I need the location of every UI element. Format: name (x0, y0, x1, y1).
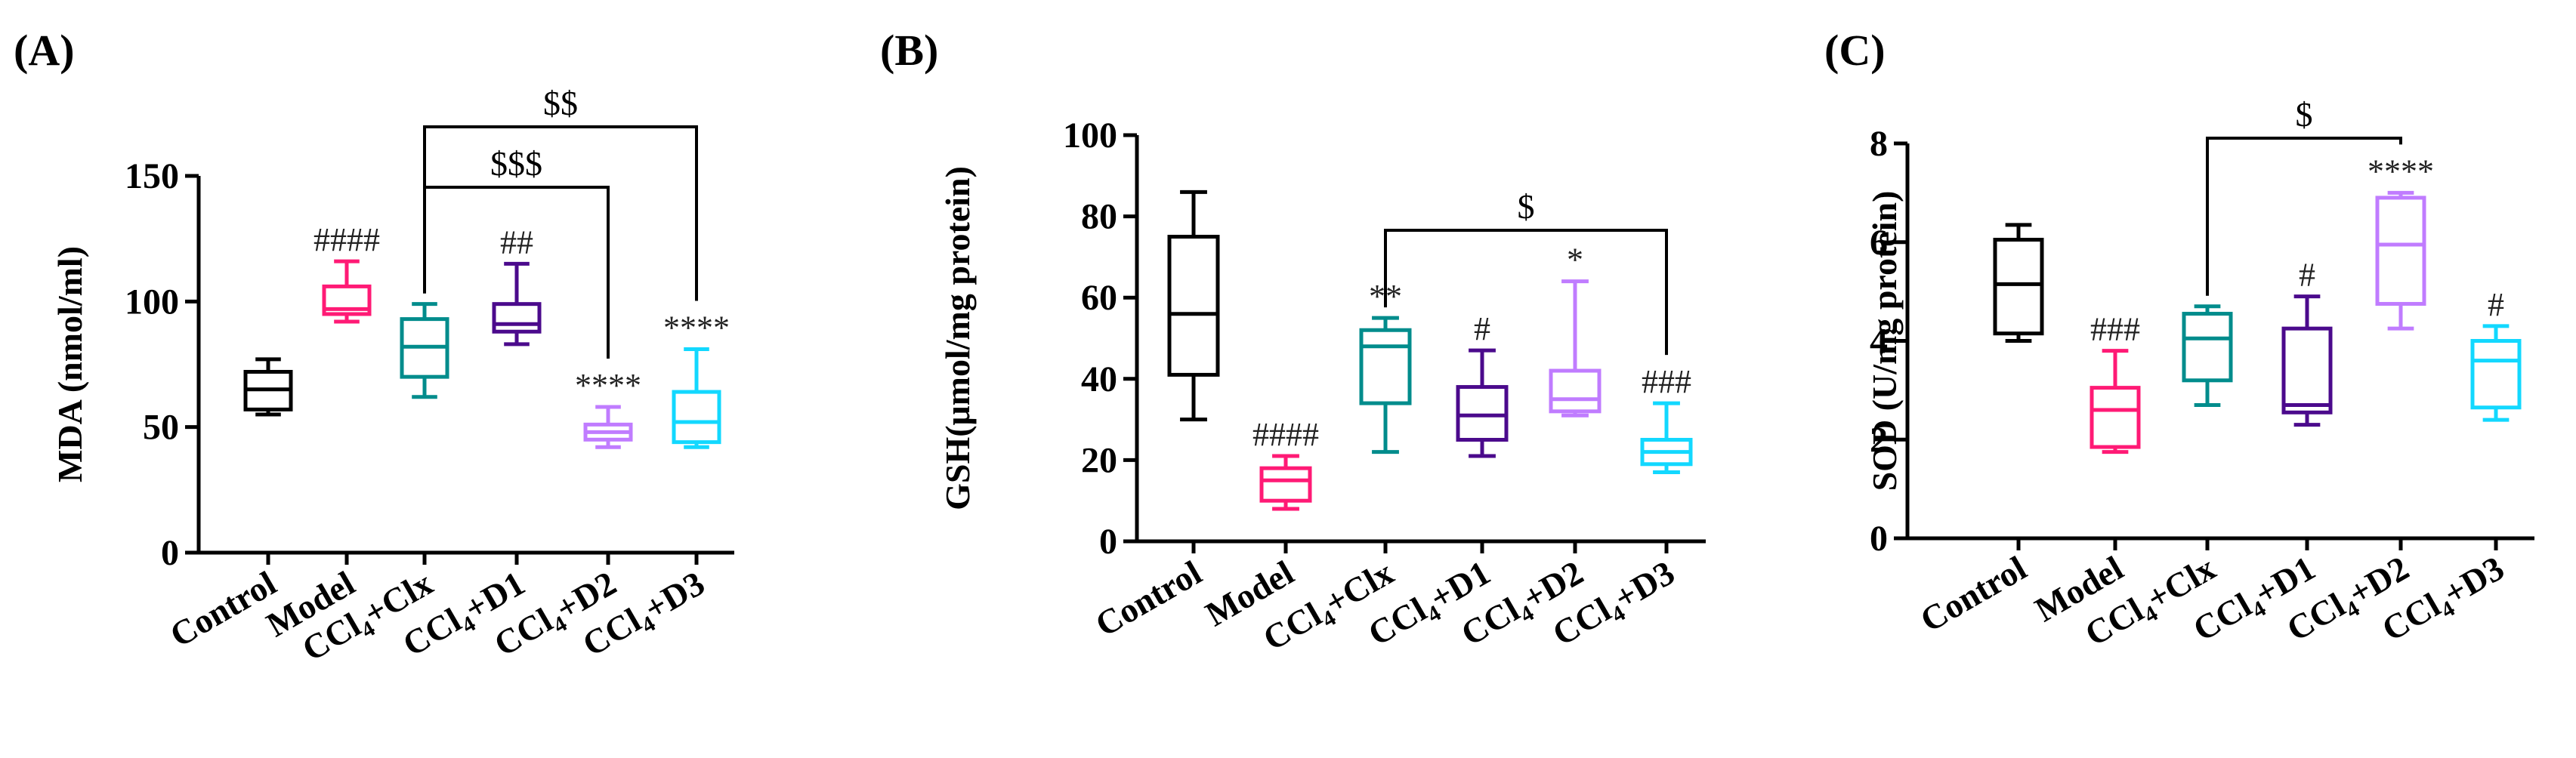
significance-label: **** (575, 367, 641, 404)
box-ccl4-d1: # (2281, 257, 2333, 427)
box-ccl4-d1: ## (492, 223, 542, 347)
box-iqr (1549, 368, 1602, 414)
bracket-line (2206, 137, 2402, 296)
box-iqr (2375, 196, 2426, 306)
box-ccl4-clx (400, 302, 449, 399)
significance-label: **** (663, 310, 730, 347)
box-ccl4-d2: **** (2368, 153, 2434, 331)
y-tick-label: 0 (161, 533, 179, 573)
y-tick-label: 40 (1081, 359, 1117, 399)
bracket-label: $$ (543, 84, 578, 122)
x-tick-label: Control (1089, 553, 1208, 643)
category-main: Control (1913, 548, 2033, 639)
significance-label: **** (2368, 153, 2434, 190)
box-ccl4-d3: ### (1640, 363, 1693, 475)
significance-label: #### (314, 221, 380, 258)
comparison-bracket: $$ (423, 84, 698, 301)
significance-label: ### (2090, 311, 2140, 348)
x-tick-label: Control (1913, 548, 2033, 639)
y-tick-label: 150 (125, 156, 179, 196)
box-ccl4-d3: # (2470, 286, 2522, 422)
y-axis-title: GSH(μmol/mg protein) (938, 166, 977, 510)
box-ccl4-d3: **** (663, 310, 730, 449)
y-tick-label: 2 (1870, 420, 1888, 460)
box-iqr (1259, 466, 1312, 503)
bracket-label: $ (2296, 95, 2313, 134)
bracket-line (423, 125, 698, 301)
y-tick-label: 4 (1870, 322, 1888, 362)
significance-label: # (1474, 310, 1490, 347)
box-ccl4-clx (2182, 304, 2233, 407)
box-ccl4-d2: **** (575, 367, 641, 449)
y-tick-label: 60 (1081, 278, 1117, 318)
comparison-bracket: $$$ (423, 144, 610, 359)
significance-label: # (2488, 286, 2504, 323)
panel-label: (B) (880, 26, 938, 75)
y-tick-label: 50 (143, 408, 179, 448)
panel-label: (C) (1824, 26, 1886, 75)
box-control (1993, 223, 2044, 343)
box-iqr (492, 302, 542, 334)
significance-label: * (1567, 242, 1583, 279)
category-main: Control (1089, 553, 1208, 643)
box-iqr (2090, 386, 2141, 449)
box-model: #### (314, 221, 380, 324)
panel-label: (A) (14, 26, 75, 75)
box-model: ### (2090, 311, 2141, 454)
y-tick-label: 100 (1063, 116, 1117, 156)
bracket-label: $ (1518, 187, 1535, 226)
bracket-label: $$$ (490, 144, 542, 183)
box-iqr (672, 390, 721, 445)
box-iqr (322, 284, 372, 316)
y-tick-label: 8 (1870, 124, 1888, 164)
box-iqr (1167, 235, 1220, 377)
box-control (1167, 190, 1220, 422)
box-control (243, 357, 293, 417)
box-iqr (2470, 339, 2522, 410)
bracket-line (1384, 229, 1668, 356)
y-tick-label: 100 (125, 282, 179, 322)
box-model: #### (1252, 416, 1319, 511)
y-tick-label: 20 (1081, 440, 1117, 480)
box-iqr (2281, 326, 2333, 414)
y-tick-label: 80 (1081, 197, 1117, 237)
box-iqr (1359, 328, 1412, 405)
significance-label: #### (1252, 416, 1319, 453)
box-ccl4-d2: * (1549, 242, 1602, 418)
y-tick-label: 0 (1099, 522, 1117, 562)
y-axis-title: MDA (nmol/ml) (51, 246, 89, 482)
box-iqr (1993, 237, 2044, 336)
significance-label: ### (1642, 363, 1691, 400)
panel-b: (B) 0 20 40 60 80 100 GSH(μmol/mg protein) Contr… (880, 26, 1706, 658)
box-iqr (1456, 385, 1509, 442)
significance-label: ## (500, 223, 533, 260)
comparison-bracket: $ (1384, 187, 1668, 356)
y-tick-label: 6 (1870, 223, 1888, 263)
y-tick-label: 0 (1870, 519, 1888, 559)
box-iqr (2182, 312, 2233, 383)
significance-label: # (2299, 257, 2315, 294)
y-axis-title: SOD (U/mg protein) (1865, 191, 1904, 491)
box-ccl4-d1: # (1456, 310, 1509, 458)
comparison-bracket: $ (2206, 95, 2402, 296)
